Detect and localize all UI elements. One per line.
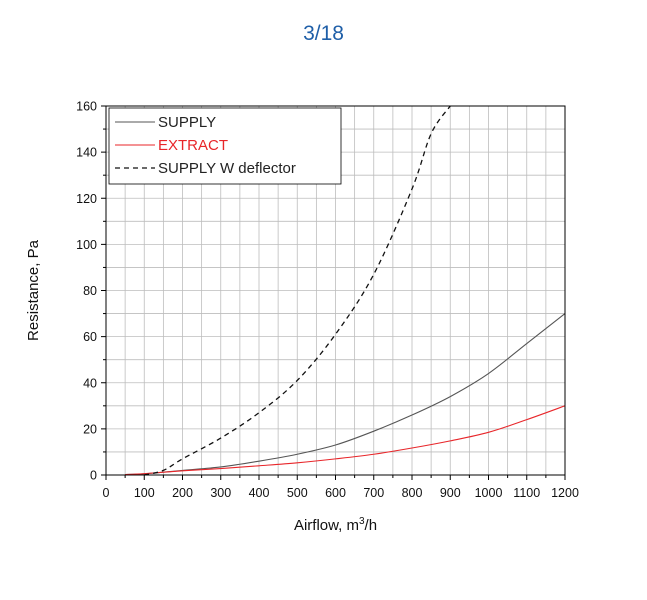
y-tick-label: 100 (76, 238, 97, 252)
x-tick-label: 1000 (475, 486, 503, 500)
y-tick-label: 20 (83, 422, 97, 436)
x-tick-labels: 0 100 200 300 400 500 600 700 800 900 1000 1100 1200 (103, 486, 579, 500)
x-tick-label: 100 (134, 486, 155, 500)
y-tick-labels: 0 20 40 60 80 100 120 140 160 (76, 100, 97, 483)
axis-ticks (101, 105, 566, 480)
x-tick-label: 500 (287, 486, 308, 500)
x-tick-label: 300 (210, 486, 231, 500)
x-tick-label: 1200 (551, 486, 579, 500)
x-tick-label: 700 (363, 486, 384, 500)
legend-label-extract: EXTRACT (158, 137, 228, 154)
y-axis-title: Resistance, Pa (25, 239, 42, 341)
y-tick-label: 120 (76, 192, 97, 206)
legend-box (108, 107, 342, 185)
x-tick-label: 200 (172, 486, 193, 500)
series-line-supply (125, 313, 565, 475)
series-line-extract (125, 405, 565, 475)
x-tick-label: 0 (103, 486, 110, 500)
page-number: 3/18 (303, 22, 344, 45)
y-tick-label: 0 (90, 469, 97, 483)
x-tick-label: 600 (325, 486, 346, 500)
y-tick-label: 160 (76, 100, 97, 114)
legend: SUPPLY EXTRACT SUPPLY W deflector (108, 107, 342, 185)
x-axis-title: Airflow, m3/h (294, 516, 377, 534)
x-tick-label: 400 (249, 486, 270, 500)
x-tick-label: 1100 (513, 486, 540, 500)
y-tick-label: 140 (76, 146, 97, 160)
x-tick-label: 900 (440, 486, 461, 500)
series-curves (125, 106, 565, 475)
legend-label-supply: SUPPLY (158, 114, 216, 131)
legend-label-supply-deflector: SUPPLY W deflector (158, 160, 296, 177)
y-tick-label: 80 (83, 284, 97, 298)
y-tick-label: 40 (83, 376, 97, 390)
x-tick-label: 800 (402, 486, 423, 500)
y-tick-label: 60 (83, 330, 97, 344)
